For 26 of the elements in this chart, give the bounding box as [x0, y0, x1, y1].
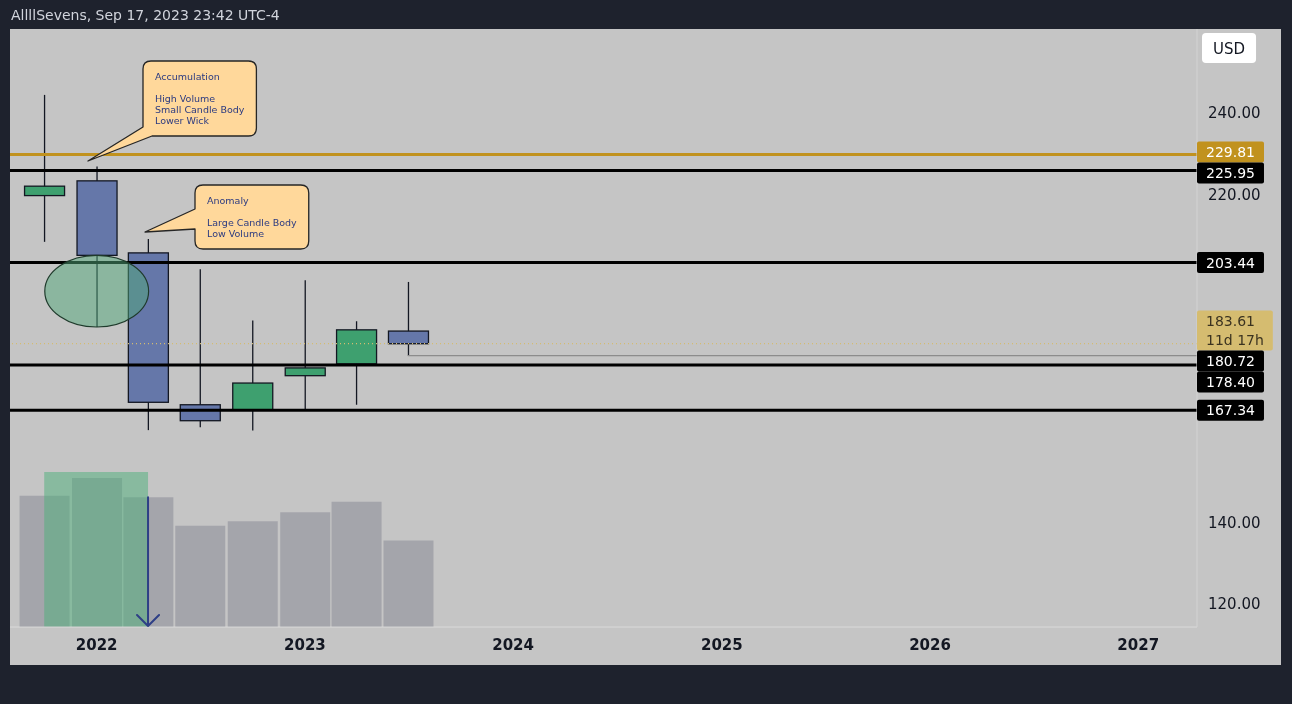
x-tick-label: 2024 [492, 635, 534, 654]
y-tick-label: 120.00 [1208, 595, 1261, 614]
bar [175, 525, 226, 627]
text: AllllSevens, Sep 17, 2023 23:42 UTC-4 [11, 6, 280, 24]
x-tick-label: 2023 [284, 635, 326, 654]
bar [280, 512, 331, 627]
candlestick [23, 94, 66, 243]
x-tick-label: 2022 [75, 635, 118, 654]
ref-line-label: 229.81 [1206, 144, 1255, 161]
legend-label: 178.40 [1206, 374, 1255, 391]
ref-line-label: 183.61 11d 17h [1206, 313, 1264, 349]
data-label: 180.72 [1206, 353, 1255, 370]
y-tick-label: 140.00 [1208, 513, 1261, 532]
y-tick-label: 220.00 [1208, 186, 1261, 205]
bar [227, 521, 278, 627]
y-tick-label: 240.00 [1208, 104, 1261, 123]
ref-line-label: 167.34 [1206, 402, 1256, 419]
x-tick-label: 2025 [700, 635, 743, 654]
ref-line-label: 203.44 [1206, 254, 1256, 271]
x-tick-label: 2027 [1117, 635, 1160, 654]
ref-line-label: 225.95 [1206, 165, 1255, 182]
annotation: Anomaly Large Candle Body Low Volume [207, 195, 298, 239]
y-axis-title: USD [1213, 40, 1246, 58]
x-tick-label: 2026 [909, 635, 951, 654]
candlestick [284, 279, 326, 412]
annotation: Accumulation High Volume Small Candle Body Lower Wick [155, 71, 245, 126]
